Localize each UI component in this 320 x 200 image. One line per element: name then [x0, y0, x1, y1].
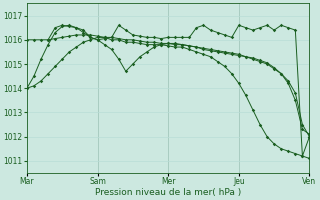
X-axis label: Pression niveau de la mer( hPa ): Pression niveau de la mer( hPa ) — [95, 188, 241, 197]
